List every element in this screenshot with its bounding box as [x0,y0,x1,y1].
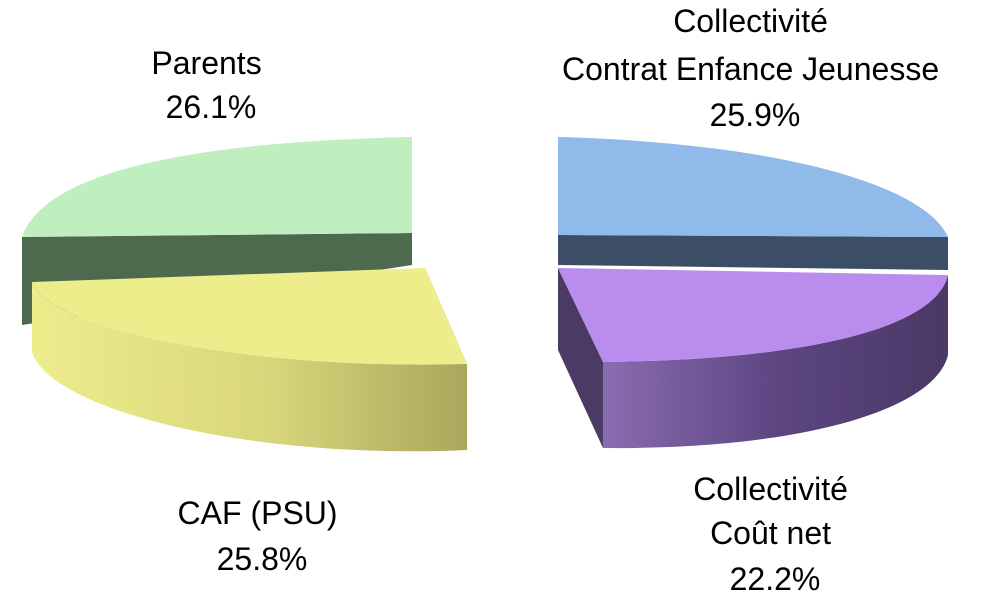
slice-caf-side [32,282,467,452]
slice-caf [32,268,467,452]
label-cout-net: Collectivité Coût net 22.2% [693,471,857,597]
slice-cej-side [558,235,948,270]
label-parents-name: Parents [151,45,261,81]
slice-cout-net-side [603,275,948,449]
label-cej-name-2: Contrat Enfance Jeunesse [562,51,939,87]
label-caf-percent: 25.8% [217,541,308,577]
slice-cout-net-side-left [558,268,603,448]
slice-parents-top [22,137,412,237]
slice-cej [558,137,948,270]
label-cej: Collectivité Contrat Enfance Jeunesse 25… [562,3,948,133]
slice-cej-top [558,137,948,237]
label-parents-percent: 26.1% [166,89,257,125]
label-cej-percent: 25.9% [710,97,801,133]
label-parents: Parents 26.1% [151,45,270,125]
label-cout-net-name-1: Collectivité [693,471,848,507]
slice-cout-net [558,268,948,449]
slice-caf-top [32,268,467,365]
label-caf: CAF (PSU) 25.8% [178,495,347,577]
label-cout-net-name-2: Coût net [710,515,831,551]
slice-cout-net-top [558,268,948,362]
label-caf-name: CAF (PSU) [178,495,338,531]
label-cej-name-1: Collectivité [673,3,828,39]
data-labels: Parents 26.1% Collectivité Contrat Enfan… [151,3,948,597]
label-cout-net-percent: 22.2% [730,561,821,597]
